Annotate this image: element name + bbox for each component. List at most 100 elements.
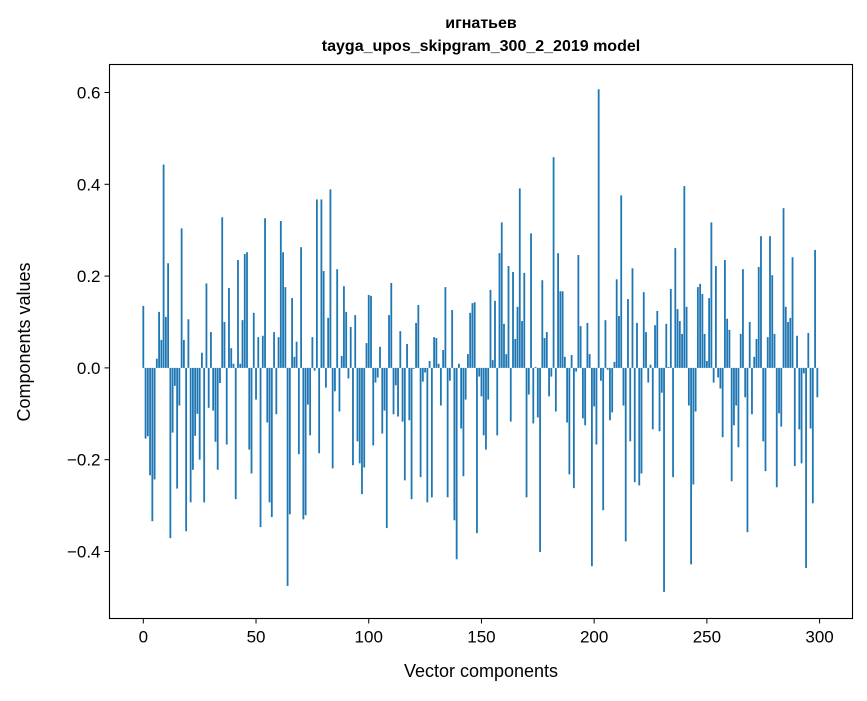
bar-component-257: [721, 367, 724, 438]
bar-component-158: [498, 253, 501, 368]
bar-component-170: [525, 367, 528, 498]
bar-component-133: [442, 349, 445, 368]
bar-component-287: [789, 317, 792, 368]
y-tick-label: −0.2: [67, 451, 101, 470]
bar-component-190: [570, 355, 573, 368]
bar-component-142: [462, 367, 465, 477]
chart-title-line-1: игнатьев: [445, 15, 517, 32]
bar-component-152: [485, 367, 487, 450]
bar-component-211: [618, 316, 620, 368]
bar-component-249: [703, 333, 706, 368]
bar-component-75: [311, 337, 314, 368]
bar-component-242: [687, 367, 690, 406]
bar-component-15: [176, 367, 179, 489]
bar-component-200: [593, 367, 596, 407]
bar-component-64: [286, 367, 289, 586]
bar-component-270: [751, 367, 753, 415]
bar-component-37: [225, 367, 228, 445]
bar-component-246: [696, 287, 699, 368]
bar-component-55: [266, 367, 269, 423]
bar-component-182: [552, 157, 555, 368]
bar-component-150: [480, 367, 483, 397]
x-tick-label: 150: [467, 628, 495, 647]
bar-component-52: [259, 367, 262, 528]
x-axis-label: Vector components: [404, 661, 558, 681]
bar-component-192: [575, 367, 578, 372]
bar-component-230: [660, 367, 663, 393]
bar-component-114: [399, 331, 402, 368]
bar-component-208: [611, 367, 614, 413]
bar-component-19: [185, 367, 188, 532]
bar-component-120: [412, 367, 415, 369]
y-tick-label: 0.4: [77, 175, 101, 194]
bar-component-90: [345, 311, 348, 368]
bar-component-61: [279, 221, 282, 368]
bar-component-171: [527, 367, 530, 395]
bar-component-226: [651, 367, 654, 430]
bar-component-16: [178, 367, 181, 406]
bar-component-244: [692, 367, 695, 485]
bar-component-163: [509, 367, 512, 422]
bar-component-53: [261, 335, 264, 368]
bar-component-296: [809, 367, 812, 429]
bar-component-216: [629, 367, 632, 442]
bar-component-277: [766, 337, 769, 368]
bar-component-292: [800, 367, 803, 464]
bar-component-96: [358, 367, 361, 464]
bar-component-38: [228, 288, 230, 368]
bar-component-67: [293, 356, 296, 368]
bar-component-298: [814, 249, 816, 368]
bar-component-3: [149, 367, 151, 476]
y-tick-label: 0.0: [77, 359, 101, 378]
bar-component-113: [397, 367, 399, 417]
x-axis-ticks: 0 50 100 150 200 250 300: [139, 618, 834, 647]
bar-component-115: [401, 367, 404, 422]
bar-component-81: [325, 367, 327, 388]
bar-component-36: [223, 321, 226, 368]
bar-component-29: [207, 367, 210, 408]
bar-component-87: [338, 367, 341, 412]
bar-component-66: [291, 298, 293, 368]
bar-component-70: [300, 247, 303, 368]
bar-component-84: [331, 367, 334, 469]
bar-component-198: [588, 354, 591, 368]
bar-component-112: [394, 367, 397, 386]
bar-component-60: [277, 337, 280, 368]
bar-component-234: [669, 288, 672, 368]
bar-component-291: [798, 367, 801, 430]
bar-component-101: [370, 295, 372, 368]
bar-component-17: [180, 228, 183, 368]
bar-component-173: [532, 367, 535, 424]
bar-component-261: [730, 367, 733, 482]
bar-component-223: [645, 332, 647, 368]
bar-component-59: [275, 367, 278, 415]
bar-component-218: [633, 367, 636, 483]
bar-component-104: [376, 367, 379, 378]
bar-component-232: [665, 323, 668, 368]
x-tick-label: 250: [693, 628, 721, 647]
bar-component-25: [198, 367, 201, 460]
bar-component-295: [807, 333, 810, 368]
bar-component-77: [315, 199, 318, 368]
bar-component-275: [762, 367, 765, 442]
bar-component-204: [602, 367, 605, 511]
bar-component-43: [239, 363, 242, 368]
bar-component-148: [476, 367, 478, 534]
bar-component-76: [313, 367, 316, 371]
bar-component-162: [507, 265, 510, 368]
bar-component-194: [579, 326, 582, 368]
bar-component-250: [705, 361, 708, 368]
bar-component-267: [744, 367, 747, 398]
bar-component-48: [250, 367, 253, 474]
bar-component-217: [631, 268, 634, 368]
bar-component-89: [343, 286, 345, 368]
bar-component-272: [755, 338, 758, 368]
bar-component-143: [464, 367, 467, 400]
bar-component-144: [467, 354, 469, 368]
bar-component-13: [171, 367, 174, 433]
bar-component-276: [764, 367, 767, 472]
bar-component-235: [672, 367, 674, 478]
bar-component-157: [496, 367, 499, 436]
bar-component-178: [543, 338, 546, 368]
bar-component-188: [566, 367, 569, 423]
